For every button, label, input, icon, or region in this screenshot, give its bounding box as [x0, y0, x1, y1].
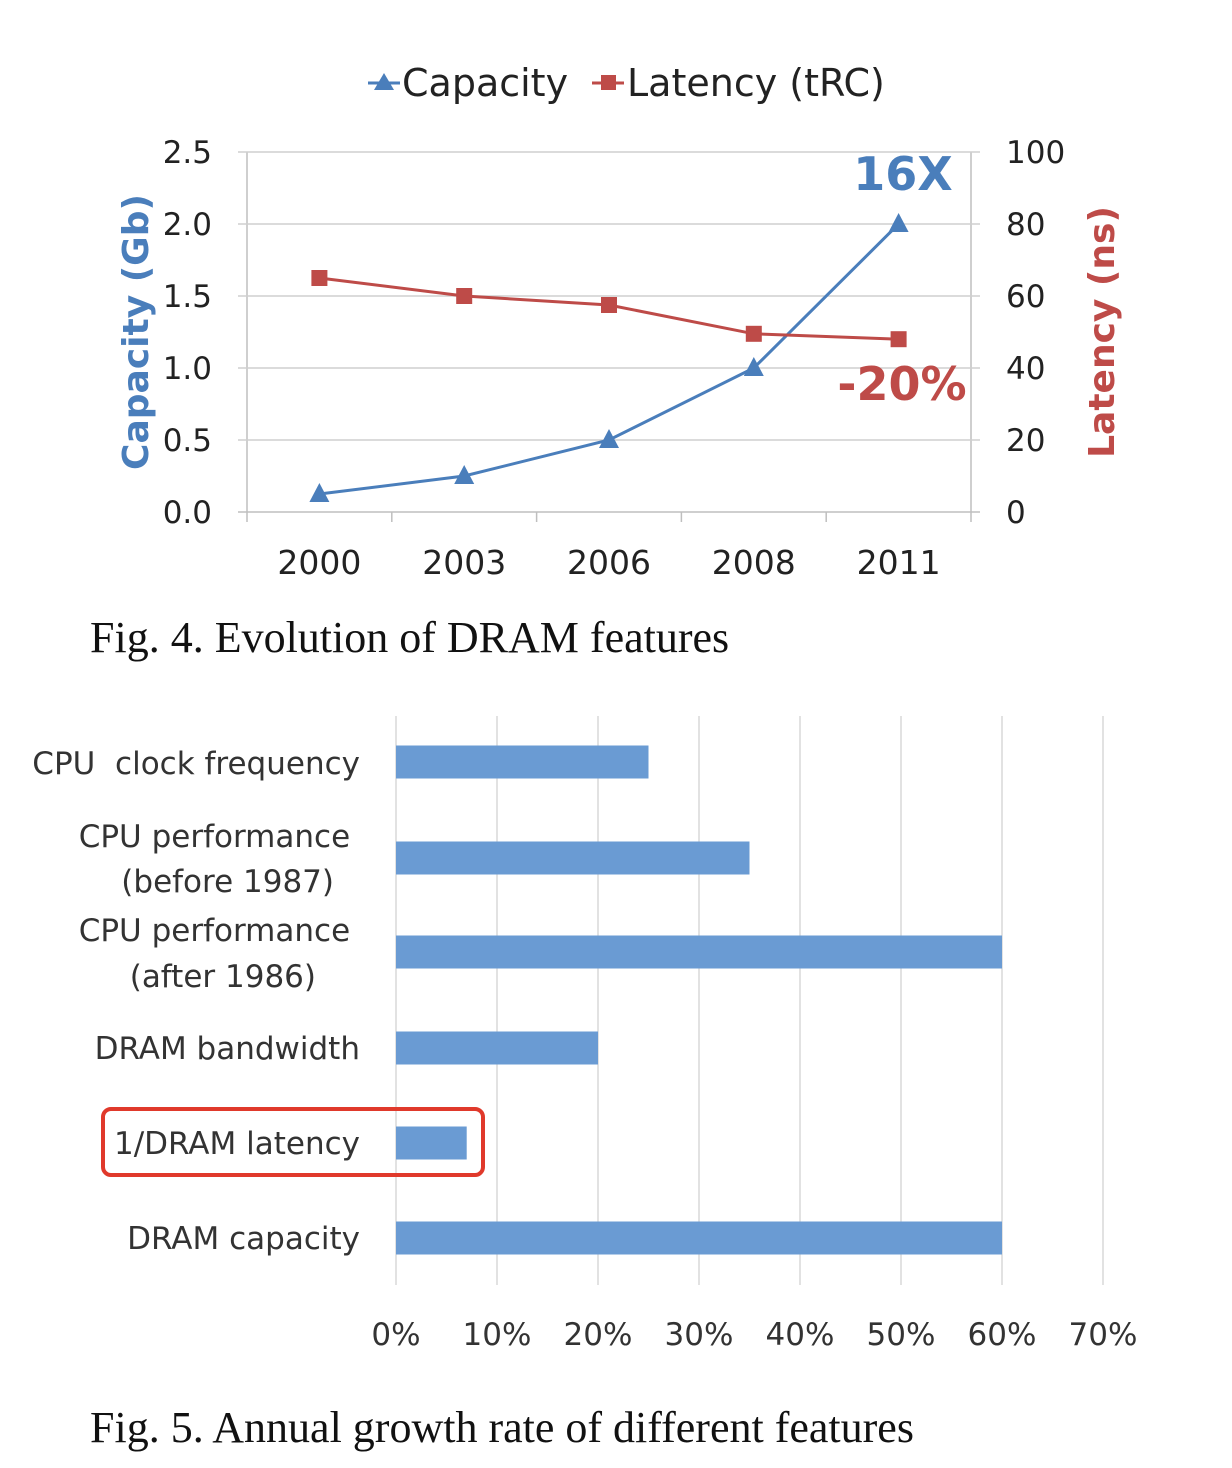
legend-capacity-label: Capacity	[402, 61, 568, 105]
annotation-16x: 16X	[853, 147, 952, 201]
category-label-line: (after 1986)	[130, 959, 316, 995]
latency-markers	[311, 270, 907, 348]
fig4-caption: Fig. 4. Evolution of DRAM features	[90, 613, 729, 662]
latency-marker	[601, 297, 617, 313]
y-left-axis-title: Capacity (Gb)	[116, 194, 157, 470]
legend-latency-marker	[601, 75, 616, 90]
legend: Capacity Latency (tRC)	[368, 61, 885, 105]
bar-x-tick-label: 0%	[371, 1317, 420, 1353]
y-right-tick-label: 40	[1006, 351, 1045, 387]
bar-x-tick-label: 10%	[463, 1317, 532, 1353]
bar-grid-lines	[395, 716, 1104, 1285]
bar-chart: CPU clock frequency CPU performance (bef…	[32, 716, 1137, 1353]
x-tick-label: 2011	[857, 543, 941, 582]
y-left-tick-label: 1.0	[163, 351, 212, 387]
capacity-marker	[454, 465, 475, 484]
category-label-line: CPU performance	[79, 819, 350, 855]
legend-latency: Latency (tRC)	[592, 61, 885, 105]
capacity-line	[319, 222, 900, 496]
series-latency	[311, 270, 907, 348]
line-chart: Capacity Latency (tRC) 0.0 0.5 1.0 1.5 2…	[116, 61, 1123, 582]
category-label-line: 1/DRAM latency	[114, 1126, 360, 1162]
y-left-tick-label: 2.0	[163, 207, 212, 243]
bar	[396, 1126, 467, 1160]
y-left-tick-label: 0.0	[163, 495, 212, 531]
capacity-marker	[309, 483, 330, 502]
y-right-tick-label: 60	[1006, 279, 1045, 315]
category-label-line: CPU clock frequency	[32, 746, 360, 782]
y-left-tick-labels: 0.0 0.5 1.0 1.5 2.0 2.5	[163, 135, 212, 531]
capacity-marker	[599, 429, 619, 448]
category-label-dram-latency: 1/DRAM latency	[114, 1126, 360, 1162]
bar-x-tick-label: 30%	[665, 1317, 734, 1353]
category-label-line: CPU performance	[79, 913, 350, 949]
legend-capacity: Capacity	[368, 61, 568, 105]
bar	[396, 841, 750, 875]
capacity-marker	[743, 357, 764, 376]
category-label-cpu-clock-frequency: CPU clock frequency	[32, 746, 360, 782]
latency-marker	[890, 331, 907, 348]
latency-marker	[456, 288, 473, 304]
capacity-marker	[888, 213, 909, 232]
bar	[396, 745, 649, 779]
bar-x-tick-labels: 0% 10% 20% 30% 40% 50% 60% 70%	[371, 1317, 1137, 1353]
bar-x-tick-label: 70%	[1069, 1317, 1138, 1353]
highlight-box	[101, 1107, 485, 1177]
fig5-caption: Fig. 5. Annual growth rate of different …	[90, 1403, 914, 1452]
annotation-minus-20-percent: -20%	[837, 357, 966, 411]
y-right-tick-label: 80	[1006, 207, 1045, 243]
bars	[396, 745, 1002, 1255]
category-label-line: DRAM bandwidth	[95, 1031, 360, 1067]
category-label-line: (before 1987)	[121, 864, 334, 900]
x-tick-labels: 2000 2003 2006 2008 2011	[277, 543, 940, 582]
y-right-axis-title: Latency (ns)	[1082, 206, 1123, 458]
legend-latency-label: Latency (tRC)	[627, 61, 885, 105]
category-label-line: DRAM capacity	[127, 1221, 360, 1257]
y-left-tick-label: 2.5	[163, 135, 212, 171]
y-left-tick-label: 0.5	[163, 423, 212, 459]
x-tick-label: 2008	[712, 543, 796, 582]
y-left-tick-label: 1.5	[163, 279, 212, 315]
bar-x-tick-label: 60%	[968, 1317, 1037, 1353]
x-axis-ticks	[246, 512, 972, 522]
y-right-tick-label: 20	[1006, 423, 1045, 459]
latency-marker	[311, 270, 328, 286]
category-label-cpu-performance-after: CPU performance (after 1986)	[79, 913, 360, 995]
y-right-tick-label: 100	[1006, 135, 1065, 171]
latency-marker	[745, 325, 762, 342]
x-tick-label: 2006	[567, 543, 651, 582]
bar-x-tick-label: 40%	[766, 1317, 835, 1353]
y-right-tick-labels: 0 20 40 60 80 100	[1006, 135, 1065, 531]
x-tick-label: 2003	[422, 543, 506, 582]
category-label-dram-capacity: DRAM capacity	[127, 1221, 360, 1257]
bar	[396, 935, 1002, 969]
bar-x-tick-label: 20%	[564, 1317, 633, 1353]
bar-x-tick-label: 50%	[867, 1317, 936, 1353]
y-right-tick-label: 0	[1006, 495, 1026, 531]
series-capacity	[309, 213, 909, 502]
bar	[396, 1221, 1002, 1255]
legend-capacity-marker	[374, 73, 394, 90]
capacity-markers	[309, 213, 909, 502]
bar-category-labels: CPU clock frequency CPU performance (bef…	[32, 746, 360, 1257]
category-label-dram-bandwidth: DRAM bandwidth	[95, 1031, 360, 1067]
x-tick-label: 2000	[277, 543, 361, 582]
bar	[396, 1031, 598, 1065]
category-label-cpu-performance-before: CPU performance (before 1987)	[79, 819, 360, 900]
